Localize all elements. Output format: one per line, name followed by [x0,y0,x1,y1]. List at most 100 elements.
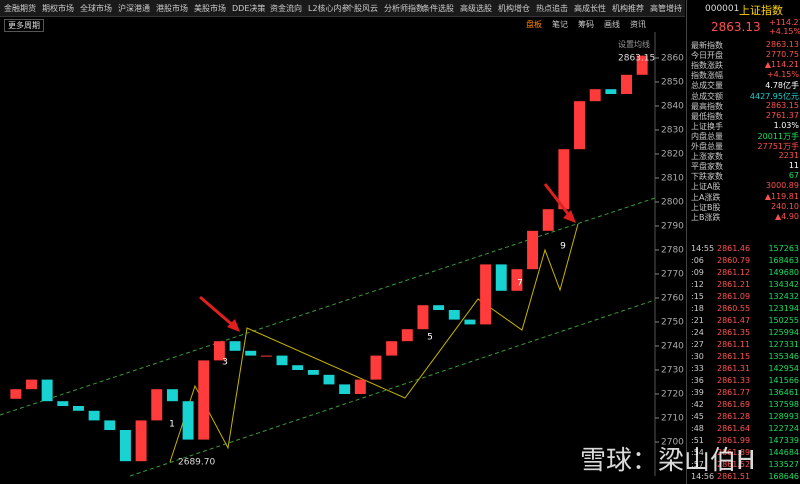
quote-label: 上证B股 [691,202,721,212]
trade-time: :33 [691,364,704,373]
candle-body [198,360,210,440]
quote-value: 27751万手 [757,142,799,151]
view-tab[interactable]: 笔记 [552,20,568,29]
candle-body [621,74,632,94]
nav-tab[interactable]: 美股市场 [194,4,226,13]
trade-volume: 142954 [768,364,799,373]
nav-tab[interactable]: 沪深港通 [118,4,150,13]
trade-time: :12 [691,280,704,289]
quote-label: 总成交额 [691,91,723,101]
quote-label: 上涨家数 [691,152,723,162]
candle-body [386,341,398,356]
nav-tab[interactable]: 资金流向 [270,4,302,13]
nav-tab[interactable]: 高管增持 [650,4,682,13]
trade-price: 2861.28 [717,412,751,421]
y-tick-label: 2760 [661,294,684,304]
wave-label: 5 [427,333,433,343]
nav-tab[interactable]: 金融期货 [4,4,36,13]
ma-setting[interactable]: 设置均线 [618,40,650,49]
candle-body [480,264,492,325]
candle-body [370,355,382,380]
quote-value: 11 [788,161,799,171]
chart: 2700 2710 2720 2730 2740 2750 2760 2770 2780 2790… [0,32,684,477]
view-tab[interactable]: 筹码 [578,20,594,29]
quote-label: 平盘家数 [691,162,723,172]
change-pct: +4.15% [769,27,800,36]
trade-price: 2861.11 [717,340,751,349]
trade-time: :48 [691,424,704,433]
watermark: 雪球：梁山伯H [580,446,756,476]
arrow [543,183,574,220]
candle-body [26,379,37,390]
nav-tab[interactable]: 高级选股 [460,4,492,13]
y-tick-label: 2770 [661,270,684,280]
nav-tab[interactable]: 期权市场 [42,4,74,13]
quote-label: 下跌家数 [691,172,723,182]
quote-value: 4.78亿手 [765,81,799,91]
nav-tab[interactable]: 条件选股 [422,4,454,13]
last-price: 2863.13 [711,20,761,34]
candle-body [135,420,147,462]
trade-time: :36 [691,376,704,385]
quote-value: 67 [788,171,799,181]
quote-label: 今日开盘 [691,51,723,61]
nav-tab[interactable]: 分析师指数 [384,4,424,13]
candle-body [119,430,131,462]
y-tick-label: 2780 [661,246,684,256]
change: +114.21 [769,18,800,27]
trade-time: :30 [691,352,704,361]
trade-volume: 132432 [768,292,799,301]
nav-tab[interactable]: 个股风云 [346,4,378,13]
candle-body [151,389,163,421]
quote-label: 指数涨跌 [691,61,723,71]
trade-time: 14:55 [691,244,715,253]
quote-value: 20011万手 [757,131,799,141]
trade-price: 2861.21 [717,280,751,289]
candle-body [57,401,69,406]
trade-volume: 147339 [768,436,799,445]
quote-value: ▲4.90 [775,211,799,221]
trade-volume: 144684 [768,448,799,457]
y-tick-label: 2720 [661,390,684,400]
candle-body [10,389,22,399]
arrow-head [563,210,576,223]
quote-value: 240.10 [771,201,799,211]
nav-bar: 金融期货 期权市场 全球市场 沪深港通 港股市场 美股市场 DDE决策 资金流向 L2核心内参个… [0,0,685,17]
period-button[interactable]: 更多周期 [4,19,44,32]
trade-price: 2861.09 [717,292,751,301]
candle-body [292,365,304,370]
trade-price: 2861.33 [717,376,751,385]
candle-body [88,410,100,421]
nav-tab[interactable]: L2核心内参 [308,4,350,13]
view-tab[interactable]: 盘板 [526,20,542,29]
candle-body [558,149,570,210]
y-tick-label: 2810 [661,174,684,184]
view-tab[interactable]: 画线 [604,20,620,29]
stock-code: 000001 [705,4,740,14]
nav-tab[interactable]: 机构增仓 [498,4,530,13]
nav-tab[interactable]: 热点追击 [536,4,568,13]
trade-time: :39 [691,388,704,397]
arrow-head [227,319,240,332]
candle-body [213,341,225,361]
nav-tab[interactable]: 全球市场 [80,4,112,13]
trade-volume: 168646 [768,472,799,481]
nav-tab[interactable]: DDE决策 [232,4,266,13]
trade-volume: 150255 [768,316,799,325]
candle-body [542,209,554,231]
quote-label: 内盘总量 [691,131,723,141]
nav-tab[interactable]: 高成长性 [574,4,606,13]
trade-price: 2861.35 [717,328,751,337]
channel-line [0,197,656,416]
y-tick-label: 2740 [661,342,684,352]
low-label: 2689.70 [178,458,215,468]
trade-volume: 125994 [768,328,799,337]
quote-value: 2863.13 [765,40,799,49]
nav-tab[interactable]: 港股市场 [156,4,188,13]
quote-label: 最低指数 [691,111,723,121]
quote-panel: 000001上证指数2863.13+114.21+4.15%最新指数2863.1… [686,0,800,484]
view-tab[interactable]: 资讯 [630,20,646,29]
nav-tab[interactable]: 机构推荐 [612,4,644,13]
trade-time: :45 [691,412,704,421]
quote-label: 最高指数 [691,101,723,111]
